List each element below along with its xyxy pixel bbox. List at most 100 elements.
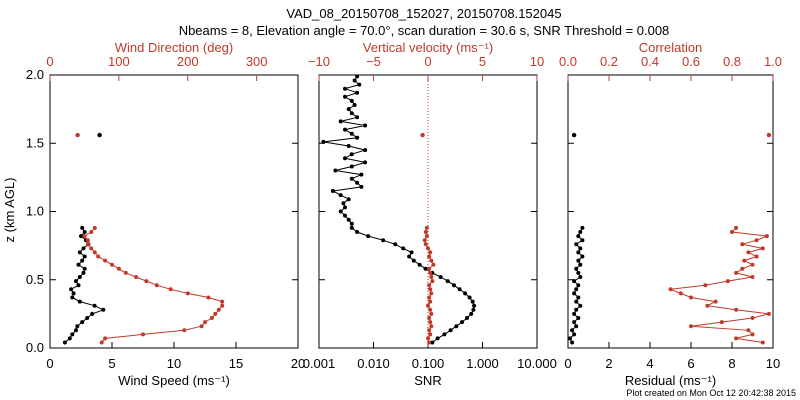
data-point xyxy=(355,115,360,120)
data-point xyxy=(576,283,581,288)
data-point xyxy=(99,340,104,345)
data-point xyxy=(216,307,221,312)
top-tick-label: 5 xyxy=(479,54,486,69)
data-point xyxy=(750,332,755,337)
data-point xyxy=(103,336,108,341)
data-point xyxy=(92,303,97,308)
data-point xyxy=(424,225,429,230)
data-point xyxy=(578,303,583,308)
data-point xyxy=(346,217,351,222)
data-point xyxy=(580,225,585,230)
series-line-snr xyxy=(323,76,475,343)
data-point xyxy=(427,328,432,333)
data-point xyxy=(203,320,207,325)
data-point xyxy=(574,324,579,329)
data-point xyxy=(393,242,398,247)
y-tick-label: 1.5 xyxy=(26,135,44,150)
top-tick-label: 0.8 xyxy=(723,54,741,69)
data-point xyxy=(428,287,433,292)
isolated-data-point xyxy=(420,132,425,138)
data-point xyxy=(572,279,577,284)
x-tick-label: 6 xyxy=(687,356,694,371)
data-point xyxy=(689,295,693,300)
data-point xyxy=(734,270,739,275)
data-point xyxy=(349,152,354,157)
data-point xyxy=(430,279,435,284)
top-axis-label: Vertical velocity (ms⁻¹) xyxy=(363,40,493,55)
top-tick-label: −10 xyxy=(308,54,330,69)
data-point xyxy=(734,336,739,341)
data-point xyxy=(760,340,765,345)
data-point xyxy=(760,246,765,251)
data-point xyxy=(574,307,579,312)
data-point xyxy=(70,332,75,337)
data-point xyxy=(346,107,351,112)
data-point xyxy=(101,307,106,312)
data-point xyxy=(363,148,368,153)
data-point xyxy=(343,205,347,210)
top-tick-label: 0.0 xyxy=(559,54,577,69)
y-tick-label: 1.0 xyxy=(26,204,44,219)
data-point xyxy=(457,287,462,292)
data-point xyxy=(185,291,190,296)
data-point xyxy=(426,303,430,308)
isolated-data-point xyxy=(75,132,80,138)
data-point xyxy=(85,316,90,320)
panel-residual: 0 2 4 6 8 10 0.0 0.2 0.4 0.6 0.8 1.0 Residual (ms⁻¹)… xyxy=(559,40,782,388)
data-point xyxy=(713,299,718,304)
data-point xyxy=(103,258,108,263)
x-tick-label: 1.000 xyxy=(466,356,499,371)
data-point xyxy=(349,164,354,169)
top-tick-label: 300 xyxy=(246,54,268,69)
data-point xyxy=(81,270,86,275)
data-point xyxy=(321,139,326,144)
data-point xyxy=(110,262,114,267)
top-tick-label: 0.2 xyxy=(600,54,618,69)
data-point xyxy=(703,283,708,288)
data-point xyxy=(407,254,412,259)
data-point xyxy=(359,184,364,189)
data-point xyxy=(428,270,433,275)
data-point xyxy=(668,287,673,292)
series-line-correlation xyxy=(670,227,770,343)
data-point xyxy=(74,279,78,284)
data-point xyxy=(144,279,149,284)
data-point xyxy=(734,225,739,230)
data-point xyxy=(427,266,432,271)
data-point xyxy=(445,279,450,284)
data-point xyxy=(92,250,97,255)
data-point xyxy=(154,283,159,288)
data-point xyxy=(355,230,360,234)
data-point xyxy=(730,230,734,234)
data-point xyxy=(578,230,583,234)
x-tick-label: 15 xyxy=(229,356,243,371)
data-point xyxy=(428,307,433,312)
data-point xyxy=(570,340,575,345)
data-point xyxy=(82,234,87,239)
x-tick-label: 2 xyxy=(605,356,612,371)
data-point xyxy=(576,234,581,239)
data-point xyxy=(349,98,354,103)
data-point xyxy=(570,328,575,333)
data-point xyxy=(123,270,128,275)
plot-frame xyxy=(567,74,774,349)
data-point xyxy=(168,287,173,292)
data-point xyxy=(427,283,432,288)
data-point xyxy=(470,299,475,304)
data-point xyxy=(448,328,453,333)
data-point xyxy=(343,94,347,99)
y-tick-label: 0.0 xyxy=(26,340,44,355)
data-point xyxy=(74,328,78,333)
top-tick-label: 0.6 xyxy=(682,54,700,69)
data-point xyxy=(349,225,354,230)
isolated-data-point xyxy=(571,132,577,138)
data-point xyxy=(734,307,739,312)
data-point xyxy=(427,295,432,300)
data-point xyxy=(209,316,214,320)
panel-snr: 0.001 0.010 0.100 1.000 10.000 −10 −5 0 5 10 SNR Ve… xyxy=(303,40,557,388)
data-point xyxy=(423,266,428,271)
chart-title: VAD_08_20150708_152027, 20150708.152045 xyxy=(286,6,561,21)
